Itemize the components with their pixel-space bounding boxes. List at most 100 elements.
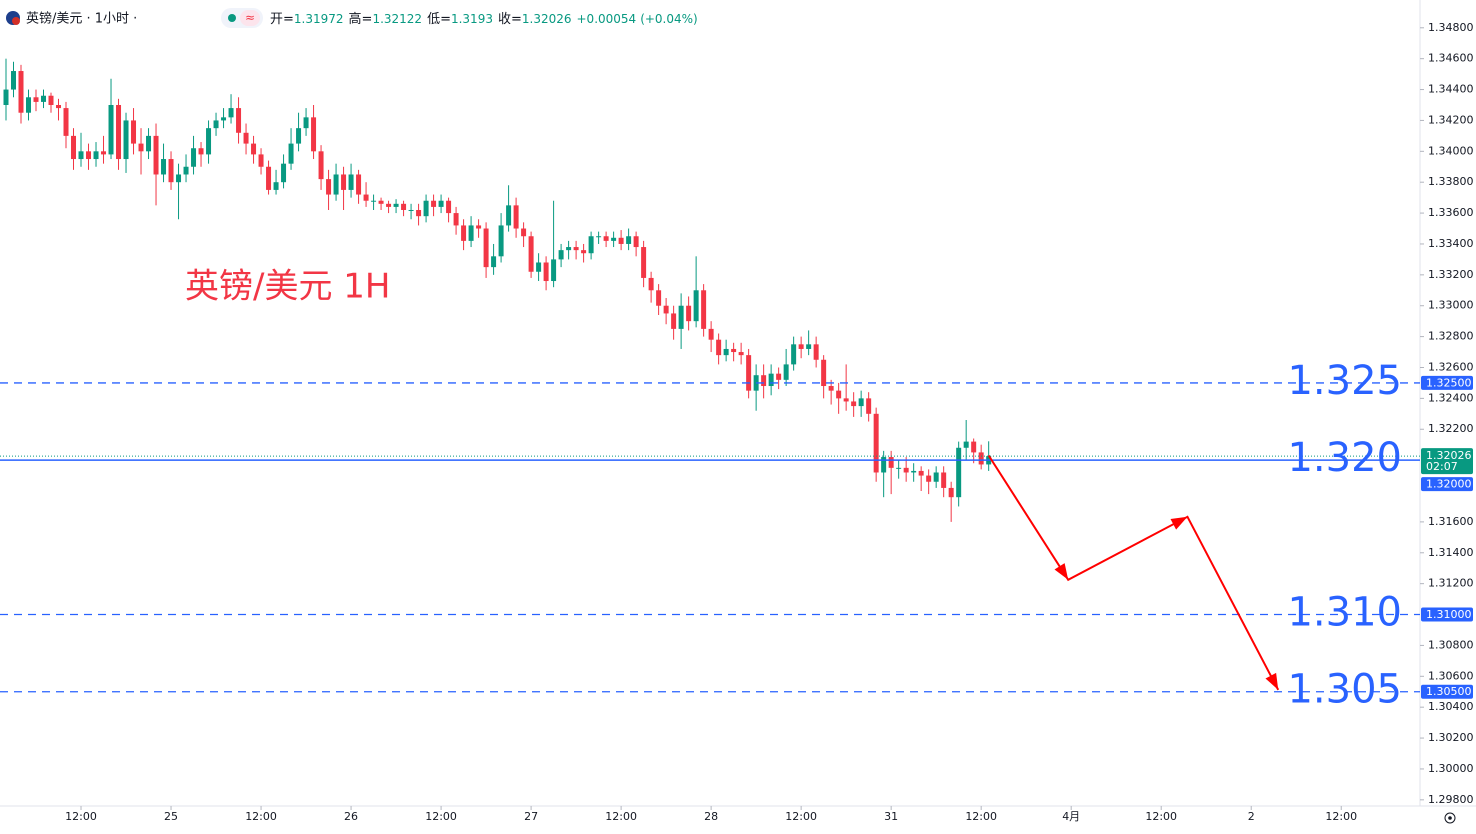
candle-body — [656, 290, 662, 306]
level-axis-box — [1421, 607, 1473, 622]
candle-body — [318, 151, 324, 180]
candle-body — [633, 236, 639, 248]
high-label: 高= — [349, 11, 373, 27]
projection-path — [987, 454, 1280, 691]
candle-body — [663, 305, 669, 314]
candle-body — [3, 89, 9, 105]
candle-body — [93, 151, 99, 160]
y-tick-label: 1.30800 — [1428, 638, 1474, 651]
settings-icon[interactable] — [1444, 812, 1456, 824]
candle-body — [641, 247, 647, 278]
candle-body — [821, 359, 827, 387]
candle-body — [551, 259, 557, 282]
candle-body — [446, 200, 452, 214]
candle-body — [168, 159, 174, 183]
candle-body — [918, 470, 924, 476]
candle-body — [566, 247, 572, 251]
candle-body — [498, 225, 504, 257]
x-tick-label: 12:00 — [1325, 810, 1357, 823]
candle-body — [303, 117, 309, 129]
candle-body — [71, 135, 77, 160]
y-tick-label: 1.30200 — [1428, 731, 1474, 744]
candle-body — [536, 262, 542, 272]
candle-body — [18, 71, 24, 113]
level-label: 1.305 — [1287, 667, 1402, 713]
candle-body — [213, 120, 219, 129]
candle-body — [933, 472, 939, 482]
candle-body — [716, 339, 722, 356]
arrow-head — [1170, 516, 1188, 530]
delay-icon: ≈ — [245, 11, 255, 25]
low-value: 1.3193 — [451, 12, 493, 26]
candle-body — [236, 108, 242, 133]
candle-body — [798, 344, 804, 349]
y-tick-label: 1.32800 — [1428, 330, 1474, 343]
candle-body — [978, 452, 984, 465]
candle-body — [146, 135, 152, 152]
candle-body — [281, 163, 287, 183]
x-tick-label: 12:00 — [65, 810, 97, 823]
x-tick-label: 25 — [164, 810, 178, 823]
x-tick-label: 12:00 — [965, 810, 997, 823]
y-tick-label: 1.31200 — [1428, 577, 1474, 590]
y-tick-label: 1.31400 — [1428, 546, 1474, 559]
candle-body — [701, 290, 707, 329]
candle-body — [806, 344, 812, 349]
x-tick-label: 31 — [884, 810, 898, 823]
candle-body — [971, 441, 977, 453]
x-tick-label: 2 — [1248, 810, 1255, 823]
chart-title: 英镑/美元 1H — [185, 267, 390, 307]
candle-body — [26, 97, 32, 113]
candle-body — [746, 355, 752, 391]
y-tick-label: 1.34400 — [1428, 83, 1474, 96]
x-tick-label: 28 — [704, 810, 718, 823]
candle-body — [768, 373, 774, 387]
arrow-head — [1054, 563, 1069, 580]
candle-body — [311, 117, 317, 152]
level-axis-label: 1.30500 — [1426, 685, 1472, 698]
ohlc: 开=1.31972 高=1.32122 低=1.3193 收=1.32026 +0.00… — [270, 11, 698, 27]
candle-body — [731, 348, 737, 353]
candle-body — [108, 104, 114, 155]
y-tick-label: 1.33200 — [1428, 268, 1474, 281]
x-tick-label: 26 — [344, 810, 358, 823]
flag-icon — [12, 17, 20, 25]
candle-body — [611, 237, 617, 241]
candle-body — [648, 277, 654, 291]
candle-body — [858, 398, 864, 407]
candle-body — [723, 348, 729, 356]
symbol[interactable]: 英镑/美元 · 1小时 · — [26, 11, 137, 27]
candle-body — [123, 120, 129, 160]
y-tick-label: 1.33400 — [1428, 237, 1474, 250]
candle-body — [476, 225, 482, 229]
level-axis-label: 1.32000 — [1426, 478, 1472, 491]
candle-body — [221, 117, 227, 121]
candle-body — [333, 174, 339, 195]
candle-body — [63, 108, 69, 136]
candle-body — [558, 250, 564, 260]
candle-body — [116, 104, 122, 160]
candle-body — [708, 328, 714, 340]
candle-body — [438, 200, 444, 207]
candle-body — [573, 247, 579, 251]
candle-body — [738, 352, 744, 356]
y-tick-label: 1.34800 — [1428, 21, 1474, 34]
candle-body — [191, 148, 197, 167]
level-label: 1.325 — [1287, 358, 1402, 404]
candle-body — [296, 128, 302, 144]
candle-body — [86, 151, 92, 160]
candle-body — [926, 475, 932, 482]
level-axis-box — [1421, 375, 1473, 390]
candle-body — [603, 236, 609, 241]
candle-body — [363, 194, 369, 201]
candle-body — [11, 71, 17, 90]
candle-body — [903, 467, 909, 473]
candle-body — [843, 398, 849, 402]
candle-body — [183, 166, 189, 175]
candle-body — [243, 132, 249, 144]
y-tick-label: 1.30600 — [1428, 669, 1474, 682]
candle-body — [378, 200, 384, 204]
close-value: 1.32026 — [522, 12, 572, 26]
y-tick-label: 1.31600 — [1428, 515, 1474, 528]
candle-body — [836, 390, 842, 399]
